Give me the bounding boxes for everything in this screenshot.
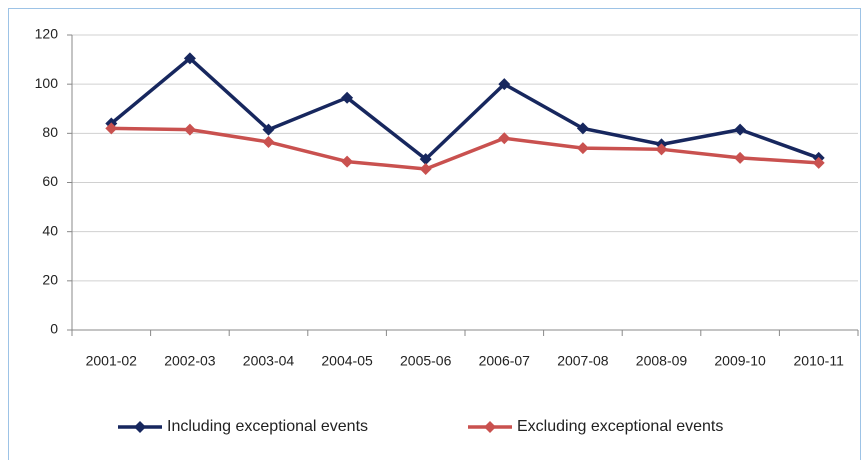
x-tick-label: 2002-03 <box>164 353 216 369</box>
x-tick-label: 2007-08 <box>557 353 609 369</box>
y-tick-label: 120 <box>35 26 59 42</box>
legend-marker <box>484 421 496 433</box>
y-tick-label: 80 <box>42 124 58 140</box>
x-tick-label: 2001-02 <box>86 353 138 369</box>
x-tick-label: 2008-09 <box>636 353 688 369</box>
marker <box>498 78 511 91</box>
marker <box>734 151 747 164</box>
series-line <box>111 126 819 171</box>
marker <box>262 123 275 136</box>
x-tick-label: 2004-05 <box>321 353 373 369</box>
marker <box>262 135 275 148</box>
chart-frame <box>8 8 861 460</box>
y-tick-label: 20 <box>42 272 58 288</box>
x-tick-label: 2010-11 <box>794 353 845 369</box>
marker <box>341 91 354 104</box>
y-tick-label: 60 <box>42 173 58 189</box>
marker <box>419 153 432 166</box>
legend-label: Excluding exceptional events <box>517 418 723 435</box>
marker <box>734 123 747 136</box>
marker <box>341 155 354 168</box>
legend-marker <box>134 421 146 433</box>
marker <box>183 123 196 136</box>
marker <box>812 156 825 169</box>
marker <box>576 122 589 135</box>
marker <box>576 142 589 155</box>
y-tick-label: 0 <box>50 321 58 337</box>
marker <box>498 132 511 145</box>
marker <box>183 52 196 65</box>
marker <box>655 143 668 156</box>
series-line <box>110 56 820 161</box>
x-tick-label: 2003-04 <box>243 353 295 369</box>
x-tick-label: 2009-10 <box>714 353 766 369</box>
x-tick-label: 2005-06 <box>400 353 452 369</box>
y-tick-label: 100 <box>35 75 59 91</box>
marker <box>419 162 432 175</box>
marker <box>105 122 118 135</box>
x-tick-label: 2006-07 <box>479 353 531 369</box>
y-tick-label: 40 <box>42 222 58 238</box>
legend-label: Including exceptional events <box>167 418 368 435</box>
